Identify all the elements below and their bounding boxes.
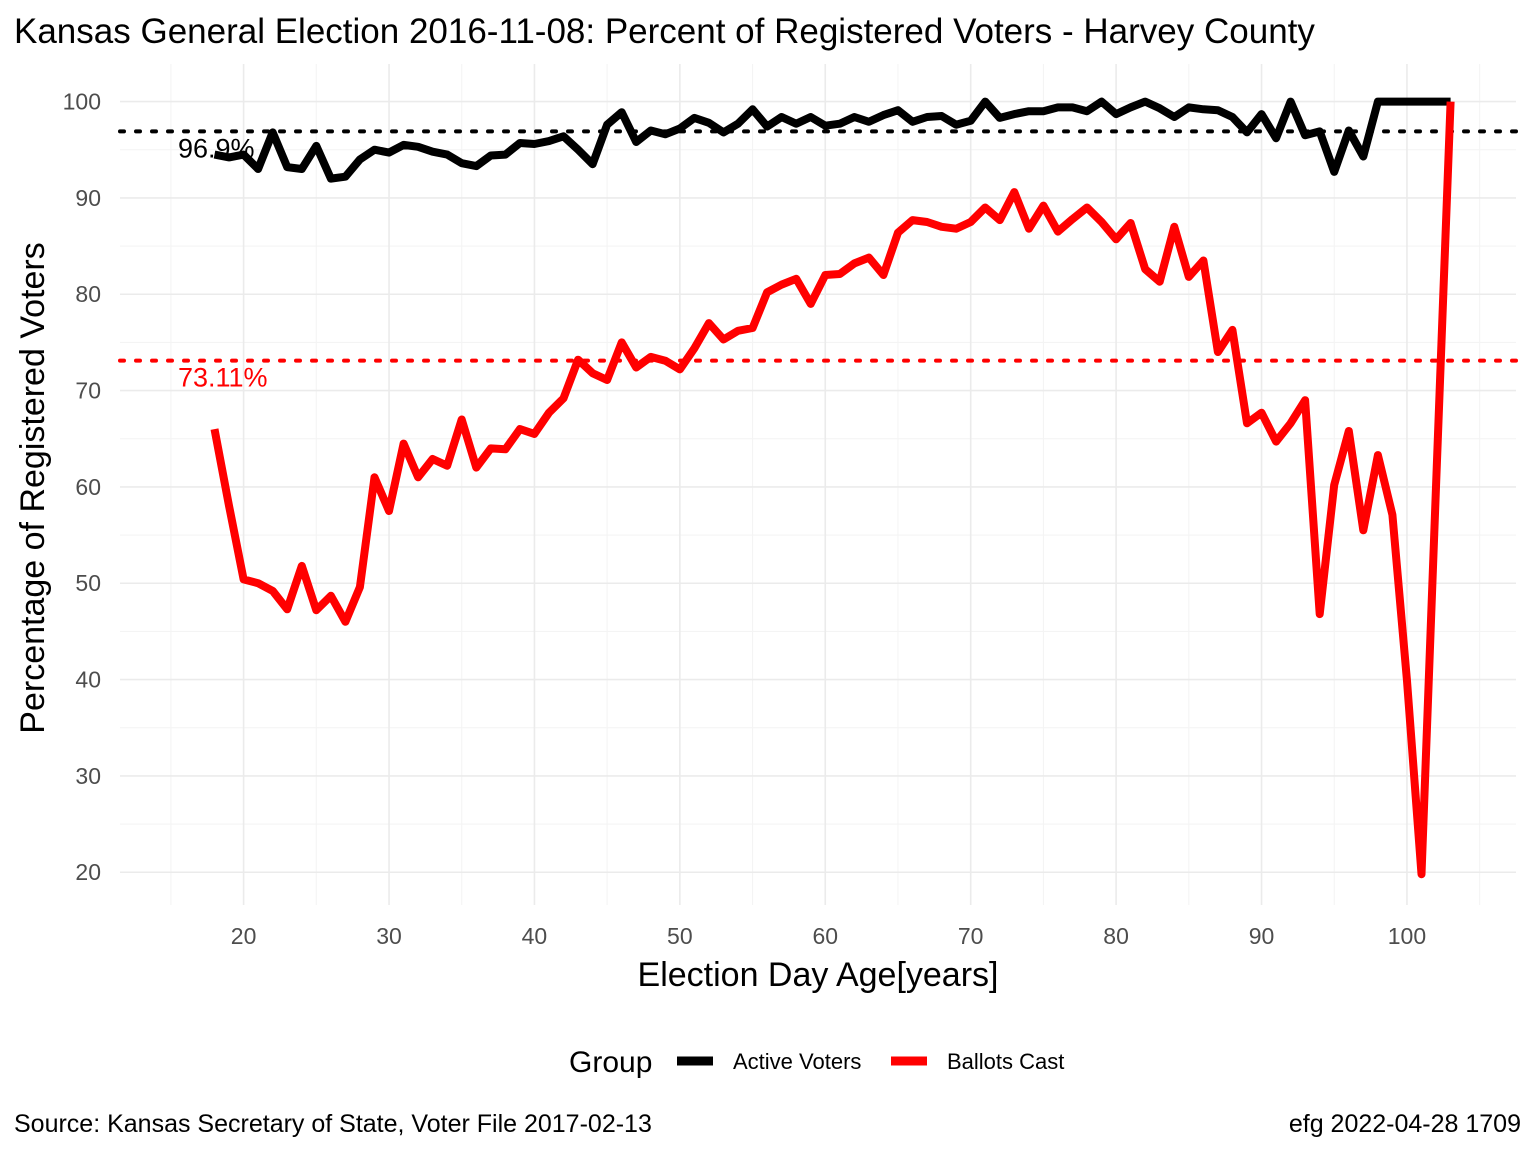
legend-label-active-voters: Active Voters — [733, 1049, 861, 1074]
x-tick-label: 90 — [1249, 923, 1275, 949]
x-tick-label: 100 — [1388, 923, 1426, 949]
x-tick-label: 40 — [522, 923, 548, 949]
x-tick-label: 30 — [376, 923, 402, 949]
y-tick-label: 50 — [75, 570, 101, 596]
y-tick-label: 40 — [75, 667, 101, 693]
series-line-active-voters — [213, 97, 1451, 183]
legend: Group Active Voters Ballots Cast — [569, 1046, 1064, 1079]
y-tick-label: 100 — [63, 89, 101, 115]
plot-grid — [120, 64, 1516, 905]
y-tick-label: 30 — [75, 763, 101, 789]
x-tick-label: 60 — [812, 923, 838, 949]
x-tick-label: 20 — [231, 923, 257, 949]
y-tick-label: 90 — [75, 185, 101, 211]
x-tick-label: 70 — [958, 923, 984, 949]
y-tick-label: 80 — [75, 281, 101, 307]
x-axis-ticks: 20 30 40 50 60 70 80 90 100 — [231, 923, 1426, 949]
reference-label-2: 73.11% — [178, 363, 268, 393]
x-tick-label: 80 — [1103, 923, 1129, 949]
y-axis-ticks: 20 30 40 50 60 70 80 90 100 — [63, 89, 101, 886]
reference-annotations: 96.9% 73.11% — [178, 133, 268, 392]
data-series — [210, 97, 1455, 879]
y-tick-label: 70 — [75, 378, 101, 404]
series-line-ballots-cast — [210, 101, 1455, 879]
caption-source: Source: Kansas Secretary of State, Voter… — [14, 1110, 652, 1138]
y-tick-label: 60 — [75, 474, 101, 500]
y-tick-label: 20 — [75, 859, 101, 885]
legend-title: Group — [569, 1046, 652, 1079]
x-tick-label: 50 — [667, 923, 693, 949]
y-axis-label: Percentage of Registered Voters — [14, 242, 52, 733]
chart-title: Kansas General Election 2016-11-08: Perc… — [14, 12, 1315, 51]
caption-credit: efg 2022-04-28 1709 — [1289, 1110, 1521, 1138]
legend-label-ballots-cast: Ballots Cast — [947, 1049, 1064, 1074]
x-axis-label: Election Day Age[years] — [638, 956, 999, 994]
reference-label-1: 96.9% — [178, 133, 255, 163]
